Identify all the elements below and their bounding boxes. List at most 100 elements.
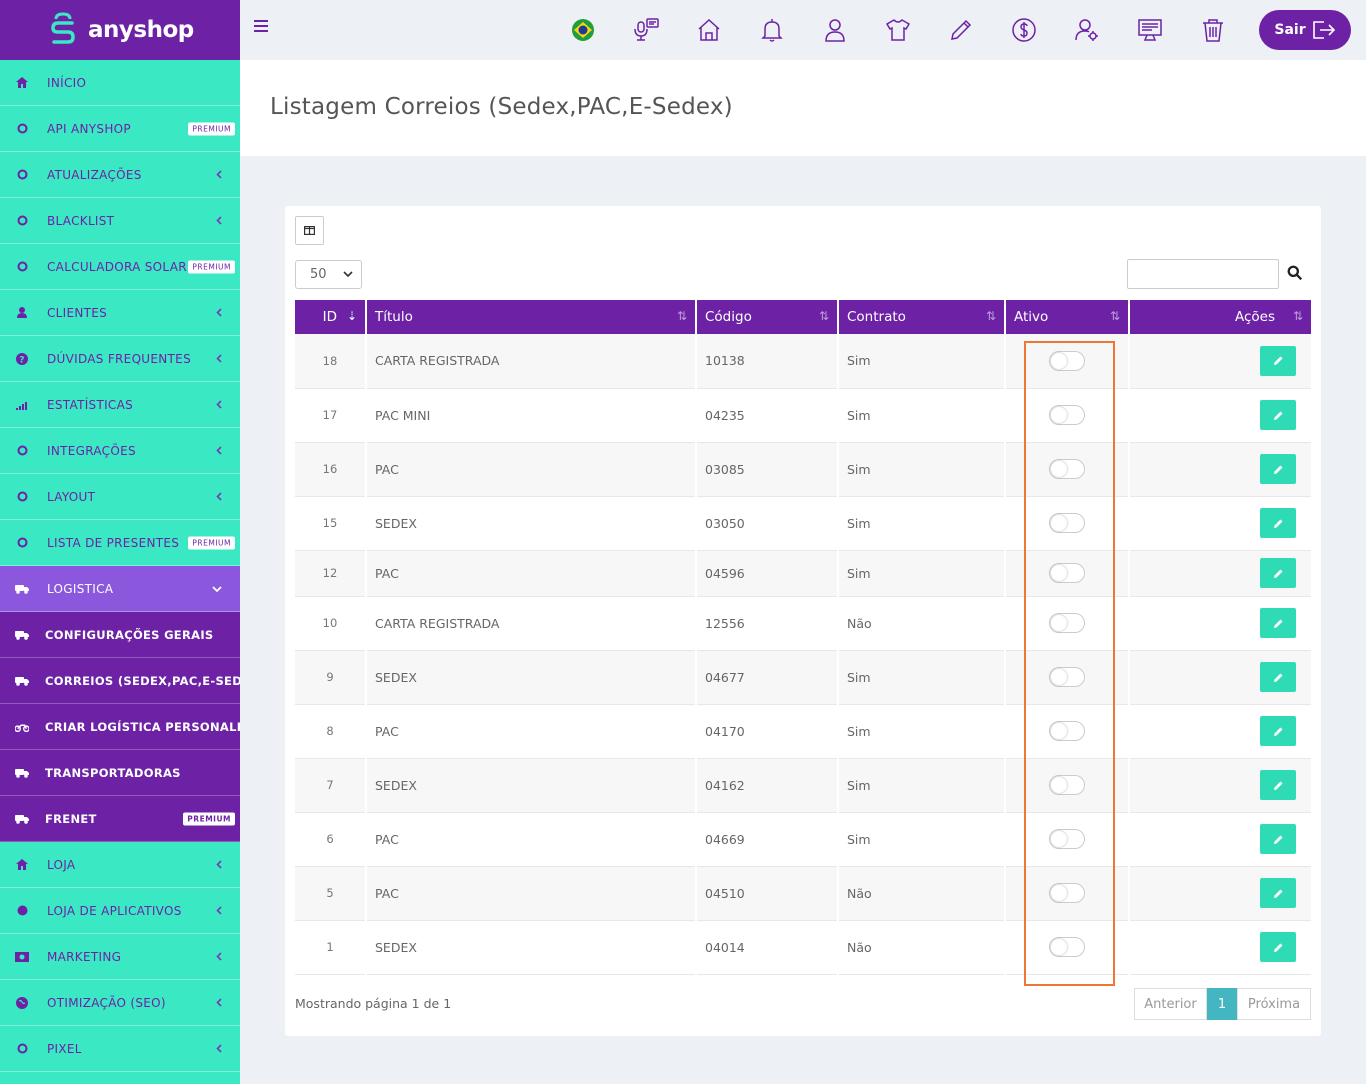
cell-id: 7 — [295, 758, 367, 813]
shirt-icon[interactable] — [881, 13, 915, 47]
pagination-prev-button[interactable]: Anterior — [1134, 988, 1207, 1020]
sidebar-item-integracoes[interactable]: INTEGRAÇÕES — [0, 428, 240, 474]
cell-ativo — [1005, 920, 1130, 975]
edit-button[interactable] — [1260, 662, 1296, 692]
trash-icon[interactable] — [1196, 13, 1230, 47]
sidebar-item-configuracoes-gerais[interactable]: CONFIGURAÇÕES GERAIS — [0, 612, 240, 658]
column-header-acoes[interactable]: Ações ⇅ — [1129, 300, 1311, 334]
search-icon[interactable] — [1287, 265, 1303, 281]
active-toggle[interactable] — [1049, 613, 1085, 633]
active-toggle[interactable] — [1049, 405, 1085, 425]
edit-button[interactable] — [1260, 345, 1296, 376]
column-header-titulo[interactable]: Título ⇅ — [366, 300, 697, 334]
edit-button[interactable] — [1260, 824, 1296, 854]
premium-badge: PREMIUM — [188, 122, 235, 135]
page-size-value: 50 — [310, 267, 327, 282]
motorcycle-icon — [15, 720, 29, 734]
page-size-select[interactable]: 50 — [295, 260, 362, 289]
active-toggle[interactable] — [1049, 721, 1085, 741]
columns-toggle-button[interactable] — [295, 216, 324, 245]
sidebar-item-logistica[interactable]: LOGISTICA — [0, 566, 240, 612]
sidebar-item-otimizacao-seo[interactable]: OTIMIZAÇÃO (SEO) — [0, 980, 240, 1026]
table-row: 5 PAC 04510 Não — [295, 866, 1311, 921]
search-input[interactable] — [1127, 259, 1279, 289]
active-toggle[interactable] — [1049, 350, 1085, 371]
circle-icon — [15, 260, 29, 274]
circle-icon — [15, 168, 29, 182]
sidebar-item-loja-de-aplicativos[interactable]: LOJA DE APLICATIVOS — [0, 888, 240, 934]
edit-button[interactable] — [1260, 608, 1296, 638]
sidebar-item-label: CLIENTES — [47, 305, 108, 320]
monitor-icon[interactable] — [1133, 13, 1167, 47]
sidebar-item-blacklist[interactable]: BLACKLIST — [0, 198, 240, 244]
table-row: 8 PAC 04170 Sim — [295, 704, 1311, 759]
edit-button[interactable] — [1260, 878, 1296, 908]
pencil-icon — [1273, 411, 1282, 420]
user-icon[interactable] — [818, 13, 852, 47]
edit-button[interactable] — [1260, 932, 1296, 962]
active-toggle[interactable] — [1049, 829, 1085, 849]
circle-icon — [15, 122, 29, 136]
sidebar-item-criar-logistica-personalizada[interactable]: CRIAR LOGÍSTICA PERSONALIZADA — [0, 704, 240, 750]
logout-button[interactable]: Sair — [1259, 10, 1351, 50]
column-header-ativo[interactable]: Ativo ⇅ — [1005, 300, 1130, 334]
column-header-id[interactable]: ID ⇣ — [295, 300, 367, 334]
question-icon: ? — [15, 352, 29, 366]
pencil-icon — [1273, 569, 1282, 578]
cell-id: 15 — [295, 496, 367, 551]
sidebar-item-label: BLACKLIST — [47, 213, 115, 228]
sidebar-item-calculadora-solar[interactable]: CALCULADORA SOLAR PREMIUM — [0, 244, 240, 290]
home-icon[interactable] — [692, 13, 726, 47]
cell-codigo: 04669 — [696, 812, 839, 867]
logo[interactable]: anyshop — [0, 0, 240, 60]
sidebar-item-frenet[interactable]: FRENET PREMIUM — [0, 796, 240, 842]
sidebar-item-duvidas-frequentes[interactable]: ? DÚVIDAS FREQUENTES — [0, 336, 240, 382]
cell-codigo: 04677 — [696, 650, 839, 705]
active-toggle[interactable] — [1049, 563, 1085, 583]
cell-codigo: 12556 — [696, 596, 839, 651]
sidebar-item-clientes[interactable]: CLIENTES — [0, 290, 240, 336]
edit-button[interactable] — [1260, 558, 1296, 588]
sidebar-item-pixel[interactable]: PIXEL — [0, 1026, 240, 1072]
active-toggle[interactable] — [1049, 775, 1085, 795]
sidebar-item-inicio[interactable]: INÍCIO — [0, 60, 240, 106]
sidebar-item-estatisticas[interactable]: ESTATÍSTICAS — [0, 382, 240, 428]
edit-button[interactable] — [1260, 400, 1296, 430]
pagination-next-button[interactable]: Próxima — [1237, 988, 1311, 1020]
bell-icon[interactable] — [755, 13, 789, 47]
active-toggle[interactable] — [1049, 937, 1085, 957]
sidebar-item-loja[interactable]: LOJA — [0, 842, 240, 888]
edit-button[interactable] — [1260, 770, 1296, 800]
edit-button[interactable] — [1260, 508, 1296, 538]
edit-button[interactable] — [1260, 454, 1296, 484]
cell-titulo: PAC — [366, 550, 697, 597]
active-toggle[interactable] — [1049, 513, 1085, 533]
active-toggle[interactable] — [1049, 459, 1085, 479]
hamburger-menu-icon[interactable] — [254, 20, 268, 34]
pagination-page-button[interactable]: 1 — [1207, 988, 1237, 1020]
chevron-down-icon — [212, 582, 222, 596]
support-chat-icon[interactable] — [629, 13, 663, 47]
pencil-icon — [1273, 889, 1282, 898]
active-toggle[interactable] — [1049, 883, 1085, 903]
dollar-icon[interactable] — [1007, 13, 1041, 47]
sidebar-item-atualizacoes[interactable]: ATUALIZAÇÕES — [0, 152, 240, 198]
cell-titulo: SEDEX — [366, 496, 697, 551]
sidebar-item-transportadoras[interactable]: TRANSPORTADORAS — [0, 750, 240, 796]
column-header-contrato[interactable]: Contrato ⇅ — [838, 300, 1006, 334]
pencil-icon[interactable] — [944, 13, 978, 47]
brazil-flag-icon[interactable] — [566, 13, 600, 47]
sidebar-item-correios-sedex-pac-e-sedex[interactable]: CORREIOS (SEDEX,PAC,E-SEDEX) — [0, 658, 240, 704]
sidebar-item-api-anyshop[interactable]: API ANYSHOP PREMIUM — [0, 106, 240, 152]
sidebar-item-layout[interactable]: LAYOUT — [0, 474, 240, 520]
truck-icon — [15, 812, 29, 826]
table-row: 10 CARTA REGISTRADA 12556 Não — [295, 596, 1311, 651]
edit-button[interactable] — [1260, 716, 1296, 746]
sidebar-item-lista-de-presentes[interactable]: LISTA DE PRESENTES PREMIUM — [0, 520, 240, 566]
user-gear-icon[interactable] — [1070, 13, 1104, 47]
cell-acoes — [1129, 704, 1311, 759]
sidebar-item-marketing[interactable]: MARKETING — [0, 934, 240, 980]
active-toggle[interactable] — [1049, 667, 1085, 687]
column-header-codigo[interactable]: Código ⇅ — [696, 300, 839, 334]
cell-id: 10 — [295, 596, 367, 651]
